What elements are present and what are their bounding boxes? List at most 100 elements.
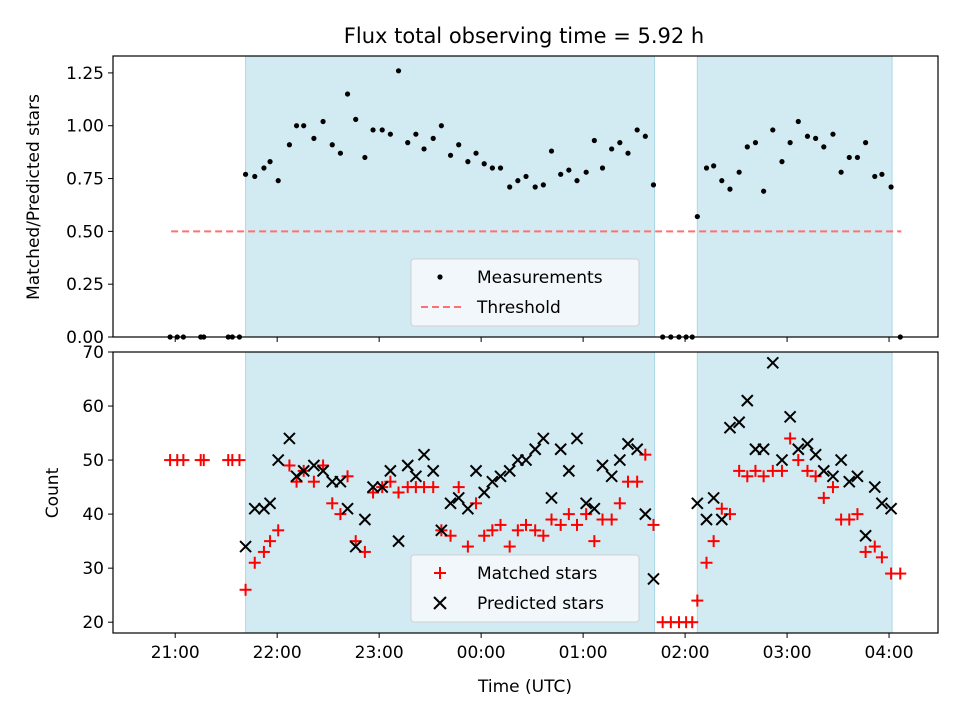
measurement-point: [727, 186, 733, 192]
measurement-point: [719, 178, 725, 184]
predicted-star-point: [316, 464, 330, 478]
measurement-point: [370, 127, 376, 133]
panel-measurements: 0.00 0.25 0.50 0.75 1.00 1.25 Matched/Predict…: [24, 55, 939, 348]
predicted-star-point: [494, 470, 507, 483]
measurement-point: [888, 184, 894, 190]
x-axis-label: Time (UTC): [477, 677, 572, 697]
measurement-point: [286, 142, 293, 148]
measurement-point: [787, 140, 793, 146]
matched-star-point: [177, 454, 190, 467]
top-y-axis: 0.00 0.25 0.50 0.75 1.00 1.25: [66, 64, 113, 348]
measurement-point: [625, 150, 631, 156]
predicted-star-point: [741, 394, 754, 407]
bottom-y-axis-label: Count: [43, 467, 63, 518]
predicted-star-point: [792, 443, 805, 456]
predicted-star-point: [271, 453, 285, 467]
predicted-star-point: [868, 480, 881, 494]
measurement-point: [711, 163, 717, 169]
matched-star-point: [545, 513, 558, 526]
bot-ytick-label: 30: [82, 559, 104, 579]
matched-star-point: [197, 454, 210, 467]
measurement-point: [862, 140, 869, 146]
predicted-star-point: [783, 410, 797, 424]
predicted-star-point: [809, 448, 822, 461]
predicted-star-point: [605, 470, 618, 483]
measurement-point: [599, 165, 606, 171]
matched-star-point: [784, 432, 797, 445]
measurement-point: [473, 150, 479, 156]
measurement-point: [362, 154, 368, 161]
measurement-point: [609, 146, 615, 152]
matched-star-point: [875, 551, 888, 564]
matched-star-point: [801, 464, 814, 477]
bot-ytick-label: 40: [82, 505, 104, 525]
predicted-star-point: [700, 513, 713, 526]
measurement-point: [507, 184, 513, 190]
predicted-star-point: [766, 356, 780, 370]
matched-star-point: [851, 508, 864, 521]
predicted-star-point: [545, 491, 558, 505]
top-y-axis-label: Matched/Predicted stars: [24, 94, 44, 300]
measurement-point: [267, 159, 273, 165]
predicted-star-point: [435, 524, 448, 537]
predicted-star-point: [469, 464, 483, 478]
matched-star-point: [452, 481, 465, 494]
measurement-point: [694, 213, 700, 220]
measurement-point: [548, 148, 555, 154]
measurement-point: [879, 171, 885, 177]
predicted-star-point: [341, 502, 354, 515]
measurement-point: [634, 127, 640, 133]
panel-counts: 20 30 40 50 60 70 21:00 22:00 23:00 00:00 01:00 02…: [43, 343, 939, 697]
measurement-point: [379, 127, 385, 133]
measurement-point: [650, 182, 657, 188]
matched-star-point: [529, 524, 542, 537]
matched-star-point: [749, 464, 762, 477]
measurement-point: [353, 116, 359, 122]
predicted-star-point: [801, 437, 814, 451]
matched-star-point: [691, 594, 704, 607]
predicted-star-point: [384, 464, 397, 478]
legend-measurements-marker: [437, 274, 443, 280]
xtick-label: 01:00: [559, 643, 608, 663]
predicted-star-point: [826, 470, 840, 483]
predicted-star-point: [519, 453, 533, 467]
predicted-star-point: [503, 464, 516, 478]
matched-star-point: [733, 464, 746, 477]
measurement-point: [395, 68, 402, 74]
predicted-star-point: [884, 502, 898, 515]
measurement-point: [465, 159, 471, 165]
predicted-star-point: [723, 421, 737, 434]
legend-matched-marker: [434, 567, 446, 579]
predicted-star-point: [307, 459, 321, 472]
predicted-star-point: [596, 459, 609, 472]
measurement-point: [242, 171, 249, 177]
matched-star-point: [334, 508, 347, 521]
xtick-label: 21:00: [151, 643, 200, 663]
predicted-star-point: [732, 416, 746, 429]
matched-star-point: [392, 486, 405, 499]
legend-matched-label: Matched stars: [477, 564, 597, 584]
measurement-point: [566, 167, 572, 173]
predicted-star-point: [639, 507, 652, 521]
shaded-window-2: [696, 55, 893, 338]
measurement-point: [583, 169, 589, 175]
measurement-point: [813, 135, 819, 141]
matched-star-point: [792, 454, 805, 467]
matched-star-point: [257, 545, 270, 558]
measurement-points: [167, 68, 903, 340]
measurement-point: [405, 140, 411, 146]
matched-star-point: [272, 524, 285, 537]
predicted-star-point: [401, 459, 414, 472]
measurement-point: [779, 159, 785, 165]
measurement-point: [438, 123, 444, 129]
bot-ytick-label: 70: [82, 343, 104, 363]
predicted-star-point: [358, 513, 372, 526]
predicted-star-point: [477, 486, 491, 499]
predicted-star-point: [875, 497, 889, 510]
measurement-point: [617, 140, 623, 146]
predicted-star-point: [417, 448, 431, 461]
predicted-star-point: [834, 453, 848, 467]
predicted-star-point: [290, 470, 303, 483]
predicted-star-point: [775, 453, 789, 467]
